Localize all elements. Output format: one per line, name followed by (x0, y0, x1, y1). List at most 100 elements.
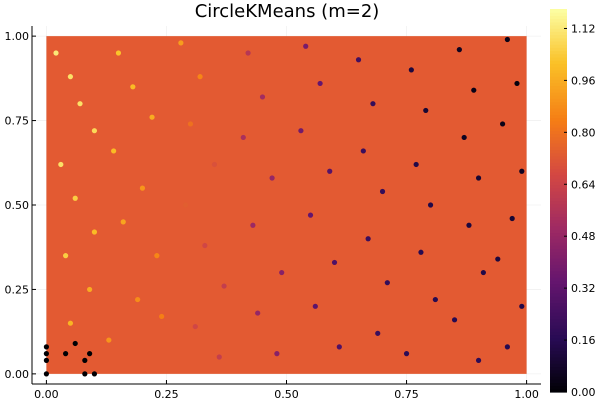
data-point (216, 354, 222, 360)
data-point (303, 43, 309, 49)
data-point (418, 249, 424, 255)
data-point (154, 253, 160, 259)
data-point (307, 212, 314, 218)
colorbar-segment (550, 159, 567, 163)
colorbar-tick-label: 1.12 (571, 22, 596, 35)
colorbar-tick-label: 0.64 (571, 178, 596, 191)
colorbar-segment (550, 324, 567, 329)
data-point (87, 351, 93, 357)
colorbar-segment (550, 366, 567, 371)
data-point (456, 47, 462, 53)
data-point (514, 80, 520, 87)
colorbar-segment (550, 31, 567, 36)
colorbar-segment (550, 85, 567, 90)
colorbar-segment (550, 171, 567, 176)
data-point (259, 94, 266, 100)
data-point (403, 351, 410, 357)
data-point (519, 303, 525, 309)
data-point (317, 80, 323, 87)
data-point (279, 269, 285, 276)
colorbar-segment (550, 293, 567, 297)
data-point (240, 134, 246, 141)
colorbar-segment (550, 88, 567, 93)
data-point (451, 317, 458, 323)
colorbar-segment (550, 213, 567, 218)
colorbar-segment (550, 238, 567, 243)
colorbar-segment (550, 60, 567, 64)
data-point (43, 371, 50, 377)
data-point (370, 101, 376, 107)
data-point (312, 303, 318, 309)
data-point (187, 121, 194, 127)
colorbar-segment (550, 251, 567, 256)
colorbar-segment (550, 305, 567, 310)
data-point (87, 286, 93, 293)
colorbar-segment (550, 123, 567, 128)
colorbar-segment (550, 372, 567, 377)
colorbar-segment (550, 155, 567, 160)
colorbar-segment (550, 34, 567, 39)
colorbar-segment (550, 98, 567, 103)
data-point (67, 320, 74, 326)
colorbar-segment (550, 197, 567, 202)
data-point (43, 351, 50, 357)
data-point (72, 340, 78, 347)
data-point (82, 357, 88, 363)
data-point (509, 215, 515, 222)
colorbar-segment (550, 312, 567, 316)
colorbar-segment (550, 388, 567, 393)
colorbar-segment (550, 152, 567, 157)
data-point (471, 87, 477, 93)
colorbar-tick-label: 0.16 (571, 334, 596, 347)
data-point (82, 371, 88, 377)
data-point (499, 121, 506, 127)
data-point (91, 229, 98, 235)
colorbar-segment (550, 72, 567, 77)
data-point (139, 185, 146, 191)
colorbar-segment (550, 200, 567, 205)
data-point (423, 107, 429, 114)
colorbar-segment (550, 302, 567, 307)
colorbar-segment (550, 328, 567, 332)
colorbar-segment (550, 139, 567, 144)
colorbar-segment (550, 273, 567, 278)
colorbar-segment (550, 82, 567, 87)
colorbar-segment (550, 44, 567, 48)
data-point (365, 236, 371, 242)
colorbar-segment (550, 187, 567, 192)
colorbar-segment (550, 321, 567, 326)
colorbar-segment (550, 203, 567, 208)
data-point (192, 323, 198, 330)
data-point (336, 344, 342, 350)
colorbar-segment (550, 168, 567, 173)
data-point (375, 330, 381, 336)
data-point (298, 128, 304, 134)
data-point (43, 344, 50, 350)
colorbar-segment (550, 334, 567, 339)
colorbar-segment (550, 56, 567, 61)
colorbar-segment (550, 382, 567, 387)
data-point (519, 168, 525, 174)
colorbar-segment (550, 40, 567, 45)
colorbar-segment (550, 136, 567, 141)
colorbar-segment (550, 190, 567, 195)
data-point (355, 57, 362, 63)
data-point (159, 313, 165, 320)
data-point (269, 175, 275, 181)
colorbar-segment (550, 165, 567, 170)
colorbar-segment (550, 337, 567, 342)
colorbar-segment (550, 219, 567, 224)
y-tick-label: 0.25 (5, 283, 30, 296)
x-tick-label: 1.00 (514, 388, 539, 400)
colorbar-segment (550, 50, 567, 55)
colorbar-segment (550, 222, 567, 227)
data-point (77, 101, 83, 107)
data-point (197, 74, 203, 80)
colorbar-segment (550, 130, 567, 135)
data-point (327, 168, 333, 174)
data-point (115, 50, 122, 56)
colorbar: 0.00 0.16 0.32 0.48 0.64 0.80 0.96 1.12 (550, 9, 596, 399)
colorbar-segment (550, 283, 567, 288)
data-point (183, 202, 189, 208)
